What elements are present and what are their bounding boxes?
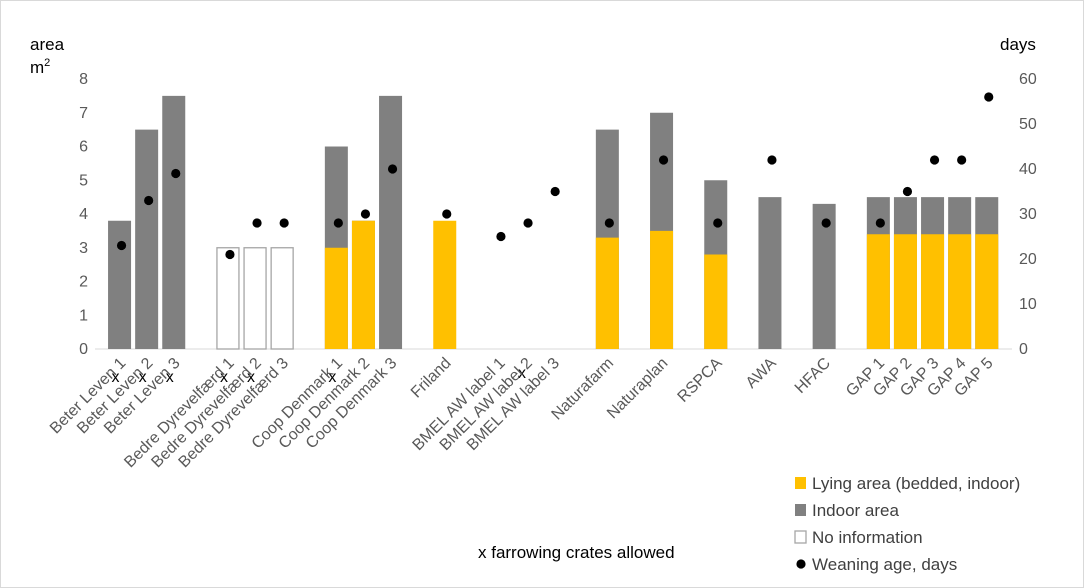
weaning-dot-bmel-aw-label-3 <box>550 186 560 197</box>
weaning-dot-gap-2 <box>902 186 913 197</box>
weaning-dot-bedre-dyrevelfærd-2 <box>252 218 262 228</box>
legend-label-weaning: Weaning age, days <box>812 555 957 574</box>
bar-lying-gap-5 <box>975 234 999 349</box>
left-tick-3: 3 <box>79 240 88 257</box>
weaning-dot-coop-denmark-1 <box>333 218 343 228</box>
left-axis-title-line2: m2 <box>30 57 50 77</box>
left-tick-6: 6 <box>79 139 88 156</box>
right-tick-30: 30 <box>1019 206 1037 223</box>
left-tick-8: 8 <box>79 71 88 88</box>
right-tick-50: 50 <box>1019 116 1037 133</box>
right-tick-10: 10 <box>1019 296 1037 313</box>
weaning-dot-hfac <box>821 218 831 228</box>
bar-indoor-hfac <box>812 203 836 349</box>
bar-lying-naturaplan <box>650 230 674 349</box>
weaning-dot-awa <box>767 155 777 165</box>
left-tick-2: 2 <box>79 274 88 291</box>
bar-lying-naturafarm <box>595 237 619 349</box>
weaning-dot-gap-5 <box>984 92 994 102</box>
left-axis-unit-sup: 2 <box>44 57 50 69</box>
bar-lying-gap-4 <box>948 234 972 349</box>
left-tick-0: 0 <box>79 341 88 358</box>
category-label-bedre-dyrevelfærd-3: Bedre Dyrevelfærd 3 <box>176 355 292 471</box>
right-tick-60: 60 <box>1019 71 1037 88</box>
bar-lying-gap-2 <box>893 234 917 349</box>
weaning-dot-gap-4 <box>957 155 967 165</box>
weaning-dot-beter-leven-1 <box>116 240 127 251</box>
bar-indoor-beter-leven-3 <box>162 95 186 349</box>
legend-label-indoor: Indoor area <box>812 501 899 520</box>
bar-lying-coop-denmark-2 <box>351 220 375 349</box>
weaning-dot-bmel-aw-label-2 <box>523 218 533 228</box>
left-tick-4: 4 <box>79 206 88 223</box>
bar-lying-gap-3 <box>921 234 945 349</box>
weaning-dot-bmel-aw-label-1 <box>496 231 506 242</box>
bar-indoor-coop-denmark-3 <box>379 95 403 349</box>
right-axis-title: days <box>1000 35 1036 54</box>
bar-noinfo-bedre-dyrevelfærd-2 <box>243 247 267 350</box>
weaning-dots-layer <box>116 92 994 260</box>
category-label-awa: AWA <box>743 355 780 392</box>
weaning-dot-beter-leven-2 <box>144 195 154 206</box>
left-axis-unit: m <box>30 58 44 77</box>
weaning-dot-beter-leven-3 <box>171 168 181 179</box>
bar-lying-gap-1 <box>866 234 890 349</box>
bar-noinfo-bedre-dyrevelfærd-3 <box>270 247 294 350</box>
right-tick-40: 40 <box>1019 161 1037 178</box>
legend-marker-noinfo <box>794 530 807 544</box>
weaning-dot-friland <box>442 209 452 219</box>
weaning-dot-coop-denmark-3 <box>387 164 398 174</box>
legend-marker-weaning <box>796 559 806 569</box>
crate-marker-beter-leven-2: x <box>139 369 147 386</box>
legend: Lying area (bedded, indoor) Indoor area No… <box>794 474 1020 574</box>
left-axis: 0 1 2 3 4 5 6 7 8 <box>79 71 88 358</box>
weaning-dot-gap-3 <box>929 155 940 165</box>
crate-marker-bmel-aw-label-2: x <box>518 365 526 382</box>
bar-noinfo-bedre-dyrevelfærd-1 <box>216 247 240 350</box>
crate-marker-bedre-dyrevelfærd-2: x <box>247 369 255 386</box>
bar-indoor-beter-leven-2 <box>135 129 159 349</box>
crate-marker-beter-leven-1: x <box>112 369 120 386</box>
crate-marker-coop-denmark-1: x <box>328 369 336 386</box>
bar-indoor-awa <box>758 197 782 349</box>
bar-lying-rspca <box>704 254 728 349</box>
bar-lying-friland <box>433 220 457 349</box>
crate-marker-beter-leven-3: x <box>166 369 174 386</box>
weaning-dot-bedre-dyrevelfærd-3 <box>279 218 289 228</box>
bars-layer <box>108 95 999 350</box>
weaning-dot-coop-denmark-2 <box>360 209 371 219</box>
crate-marker-bedre-dyrevelfærd-1: x <box>220 369 228 386</box>
right-tick-20: 20 <box>1019 251 1037 268</box>
category-label-friland: Friland <box>408 355 455 402</box>
legend-marker-indoor <box>795 504 806 516</box>
left-tick-1: 1 <box>79 307 88 324</box>
crates-note: x farrowing crates allowed <box>478 543 675 562</box>
weaning-dot-naturaplan <box>658 155 669 165</box>
bar-indoor-beter-leven-1 <box>108 220 132 349</box>
weaning-dot-rspca <box>713 218 723 228</box>
weaning-dot-gap-1 <box>875 218 885 228</box>
bar-lying-coop-denmark-1 <box>324 247 348 349</box>
legend-label-lying: Lying area (bedded, indoor) <box>812 474 1020 493</box>
weaning-dot-naturafarm <box>604 218 614 228</box>
legend-label-noinfo: No information <box>812 528 923 547</box>
right-axis: 0 10 20 30 40 50 60 <box>1019 71 1037 358</box>
legend-marker-lying <box>795 477 806 489</box>
left-tick-7: 7 <box>79 105 88 122</box>
category-label-rspca: RSPCA <box>675 355 726 406</box>
right-tick-0: 0 <box>1019 341 1028 358</box>
category-label-hfac: HFAC <box>792 355 834 397</box>
left-tick-5: 5 <box>79 172 88 189</box>
weaning-dot-bedre-dyrevelfærd-1 <box>225 249 235 260</box>
left-axis-title-line1: area <box>30 35 65 54</box>
